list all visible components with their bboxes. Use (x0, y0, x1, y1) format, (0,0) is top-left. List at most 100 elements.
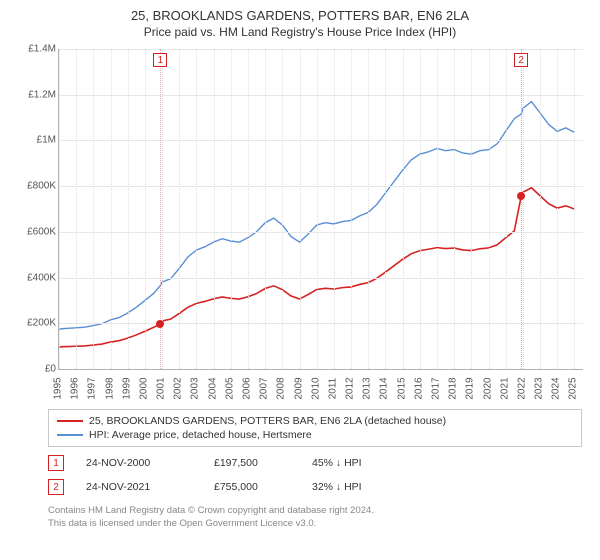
event-marker-dot (517, 192, 525, 200)
gridline-v (334, 49, 335, 369)
footer-line2: This data is licensed under the Open Gov… (48, 518, 582, 531)
x-axis-label: 1999 (121, 377, 132, 399)
gridline-v (300, 49, 301, 369)
x-axis-label: 1997 (87, 377, 98, 399)
x-axis-label: 2023 (534, 377, 545, 399)
legend-item-hpi: HPI: Average price, detached house, Hert… (57, 428, 573, 442)
x-axis-label: 2009 (293, 377, 304, 399)
gridline-v (214, 49, 215, 369)
gridline-v (317, 49, 318, 369)
gridline-v (557, 49, 558, 369)
x-axis-label: 2000 (138, 377, 149, 399)
gridline-v (523, 49, 524, 369)
y-axis-label: £1.4M (28, 44, 56, 55)
event-row: 1 24-NOV-2000 £197,500 45% ↓ HPI (48, 451, 582, 475)
gridline-v (128, 49, 129, 369)
gridline-v (248, 49, 249, 369)
gridline-h (59, 186, 583, 187)
event-marker-box: 2 (514, 53, 528, 67)
x-axis-label: 2018 (448, 377, 459, 399)
x-axis-label: 1995 (53, 377, 64, 399)
event-delta: 45% ↓ HPI (312, 457, 412, 469)
gridline-v (454, 49, 455, 369)
event-row: 224-NOV-2021£755,00032% ↓ HPI (48, 475, 582, 499)
gridline-v (265, 49, 266, 369)
x-axis-label: 2025 (568, 377, 579, 399)
x-axis-label: 1996 (70, 377, 81, 399)
x-axis-label: 2007 (259, 377, 270, 399)
legend-label-hpi: HPI: Average price, detached house, Hert… (89, 429, 312, 441)
x-axis-label: 2014 (379, 377, 390, 399)
events-table: 124-NOV-2000£197,50045% ↓ HPI224-NOV-202… (48, 451, 582, 499)
event-delta: 32% ↓ HPI (312, 481, 412, 493)
x-axis-label: 2002 (173, 377, 184, 399)
gridline-h (59, 49, 583, 50)
legend-label-paid: 25, BROOKLANDS GARDENS, POTTERS BAR, EN6… (89, 415, 446, 427)
gridline-v (437, 49, 438, 369)
x-axis-label: 1998 (104, 377, 115, 399)
x-axis-label: 2015 (396, 377, 407, 399)
x-axis-label: 2020 (482, 377, 493, 399)
gridline-v (196, 49, 197, 369)
legend-swatch-hpi (57, 434, 83, 436)
y-axis-label: £1.2M (28, 89, 56, 100)
x-axis-label: 2005 (224, 377, 235, 399)
chart-title: 25, BROOKLANDS GARDENS, POTTERS BAR, EN6… (10, 8, 590, 23)
gridline-v (179, 49, 180, 369)
gridline-v (282, 49, 283, 369)
event-marker-box: 1 (153, 53, 167, 67)
x-axis-label: 2017 (430, 377, 441, 399)
plot-region: 12 (58, 49, 583, 370)
gridline-v (231, 49, 232, 369)
gridline-h (59, 278, 583, 279)
x-axis-label: 2011 (327, 378, 338, 400)
y-axis-label: £400K (27, 272, 56, 283)
gridline-h (59, 323, 583, 324)
x-axis-label: 2010 (310, 377, 321, 399)
x-axis-label: 2022 (516, 377, 527, 399)
footer-licence: Contains HM Land Registry data © Crown c… (48, 505, 582, 531)
x-axis-label: 2016 (413, 377, 424, 399)
y-axis-label: £600K (27, 226, 56, 237)
gridline-v (471, 49, 472, 369)
gridline-v (506, 49, 507, 369)
x-axis-label: 2012 (345, 377, 356, 399)
gridline-v (93, 49, 94, 369)
gridline-h (59, 232, 583, 233)
x-axis-label: 2001 (156, 377, 167, 399)
x-axis-label: 2024 (551, 377, 562, 399)
gridline-h (59, 140, 583, 141)
legend-swatch-paid (57, 420, 83, 422)
gridline-v (403, 49, 404, 369)
chart-subtitle: Price paid vs. HM Land Registry's House … (10, 25, 590, 39)
gridline-v (368, 49, 369, 369)
event-number-box: 1 (48, 455, 64, 471)
x-axis-label: 2003 (190, 377, 201, 399)
event-price: £197,500 (214, 457, 294, 469)
event-date: 24-NOV-2000 (86, 457, 196, 469)
chart-title-block: 25, BROOKLANDS GARDENS, POTTERS BAR, EN6… (0, 0, 600, 43)
gridline-h (59, 95, 583, 96)
gridline-v (76, 49, 77, 369)
x-axis-label: 2021 (499, 377, 510, 399)
event-marker-dot (156, 320, 164, 328)
y-axis-label: £200K (27, 318, 56, 329)
gridline-v (351, 49, 352, 369)
x-axis-label: 2006 (241, 377, 252, 399)
x-axis-label: 2008 (276, 377, 287, 399)
gridline-v (145, 49, 146, 369)
gridline-v (489, 49, 490, 369)
chart-area: 12 £0£200K£400K£600K£800K£1M£1.2M£1.4M19… (10, 43, 590, 403)
legend: 25, BROOKLANDS GARDENS, POTTERS BAR, EN6… (48, 409, 582, 447)
gridline-v (59, 49, 60, 369)
x-axis-label: 2019 (465, 377, 476, 399)
legend-item-paid: 25, BROOKLANDS GARDENS, POTTERS BAR, EN6… (57, 414, 573, 428)
x-axis-label: 2004 (207, 377, 218, 399)
x-axis-label: 2013 (362, 377, 373, 399)
event-number-box: 2 (48, 479, 64, 495)
y-axis-label: £800K (27, 181, 56, 192)
gridline-v (111, 49, 112, 369)
gridline-v (540, 49, 541, 369)
gridline-v (420, 49, 421, 369)
event-price: £755,000 (214, 481, 294, 493)
